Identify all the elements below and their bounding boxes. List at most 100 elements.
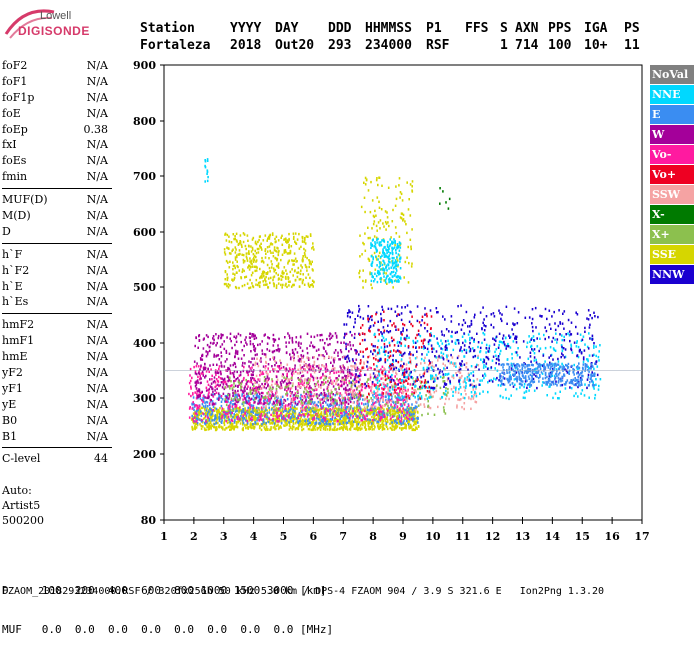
echo-point bbox=[263, 353, 266, 356]
echo-point bbox=[358, 405, 361, 408]
echo-point bbox=[580, 392, 582, 395]
echo-point bbox=[212, 381, 215, 384]
echo-point bbox=[241, 413, 243, 416]
echo-point bbox=[453, 385, 455, 389]
echo-point bbox=[345, 345, 347, 348]
echo-point bbox=[380, 425, 382, 428]
echo-point bbox=[413, 423, 415, 427]
echo-point bbox=[254, 422, 257, 425]
echo-point bbox=[354, 391, 357, 395]
echo-point bbox=[286, 411, 289, 415]
echo-point bbox=[402, 399, 405, 402]
echo-point bbox=[404, 395, 406, 398]
echo-point bbox=[398, 414, 401, 417]
echo-point bbox=[276, 370, 278, 373]
echo-point bbox=[309, 398, 311, 401]
echo-point bbox=[298, 341, 300, 344]
echo-point bbox=[246, 422, 249, 425]
echo-point bbox=[253, 345, 255, 348]
echo-point bbox=[275, 408, 277, 411]
echo-point bbox=[261, 414, 264, 417]
echo-point bbox=[267, 367, 269, 370]
echo-point bbox=[437, 405, 439, 409]
echo-point bbox=[392, 419, 395, 422]
echo-point bbox=[397, 344, 400, 347]
echo-point bbox=[524, 396, 526, 400]
echo-point bbox=[320, 422, 322, 425]
echo-point bbox=[382, 382, 385, 385]
echo-point bbox=[309, 407, 312, 410]
echo-point bbox=[377, 400, 380, 403]
echo-point bbox=[382, 419, 384, 423]
echo-point bbox=[269, 394, 271, 398]
echo-point bbox=[498, 343, 500, 347]
echo-point bbox=[313, 411, 315, 414]
echo-point bbox=[270, 421, 273, 425]
echo-point bbox=[576, 313, 579, 316]
echo-point bbox=[242, 361, 244, 365]
echo-point bbox=[496, 376, 498, 380]
echo-point bbox=[429, 406, 432, 410]
echo-point bbox=[312, 368, 314, 371]
echo-point bbox=[308, 391, 310, 394]
echo-point bbox=[235, 349, 237, 353]
echo-point bbox=[396, 406, 398, 409]
echo-point bbox=[216, 354, 218, 357]
echo-point bbox=[352, 392, 354, 395]
echo-point bbox=[284, 388, 286, 391]
echo-point bbox=[368, 421, 370, 425]
echo-point bbox=[199, 394, 201, 397]
echo-point bbox=[309, 417, 311, 421]
echo-point bbox=[265, 401, 267, 404]
echo-point bbox=[253, 335, 255, 338]
echo-point bbox=[291, 416, 294, 420]
echo-point bbox=[238, 394, 241, 397]
echo-point bbox=[405, 367, 408, 370]
echo-point bbox=[346, 312, 349, 315]
echo-point bbox=[345, 401, 348, 404]
echo-point bbox=[320, 407, 323, 410]
echo-point bbox=[360, 412, 363, 415]
echo-point bbox=[317, 405, 319, 408]
echo-point bbox=[470, 319, 473, 323]
echo-point bbox=[278, 420, 280, 423]
echo-point bbox=[362, 355, 365, 358]
echo-point bbox=[217, 383, 219, 386]
echo-point bbox=[304, 396, 307, 399]
echo-point bbox=[310, 394, 312, 398]
echo-point bbox=[472, 396, 475, 399]
echo-point bbox=[401, 411, 403, 415]
echo-point bbox=[358, 385, 361, 388]
echo-point bbox=[310, 411, 312, 414]
echo-point bbox=[414, 357, 417, 360]
echo-point bbox=[280, 363, 282, 367]
echo-point bbox=[280, 386, 282, 389]
echo-point bbox=[333, 361, 335, 364]
echo-point bbox=[213, 409, 216, 412]
echo-point bbox=[402, 409, 405, 413]
echo-point bbox=[433, 376, 435, 379]
echo-point bbox=[293, 405, 296, 408]
echo-point bbox=[253, 357, 255, 360]
echo-point bbox=[231, 424, 233, 428]
echo-point bbox=[349, 416, 351, 420]
echo-point bbox=[313, 345, 316, 349]
echo-point bbox=[495, 378, 497, 381]
echo-point bbox=[230, 425, 232, 428]
echo-point bbox=[344, 406, 346, 409]
echo-point bbox=[194, 412, 197, 415]
echo-point bbox=[248, 409, 250, 412]
echo-point bbox=[262, 421, 265, 424]
echo-point bbox=[350, 421, 352, 424]
echo-point bbox=[386, 407, 388, 411]
echo-point bbox=[293, 398, 295, 402]
echo-point bbox=[459, 349, 461, 352]
echo-point bbox=[334, 413, 336, 416]
echo-point bbox=[417, 387, 419, 391]
echo-point bbox=[192, 401, 194, 404]
echo-point bbox=[243, 365, 245, 369]
echo-point bbox=[221, 343, 224, 346]
echo-point bbox=[346, 428, 349, 431]
echo-point bbox=[221, 409, 223, 412]
echo-point bbox=[233, 375, 235, 379]
